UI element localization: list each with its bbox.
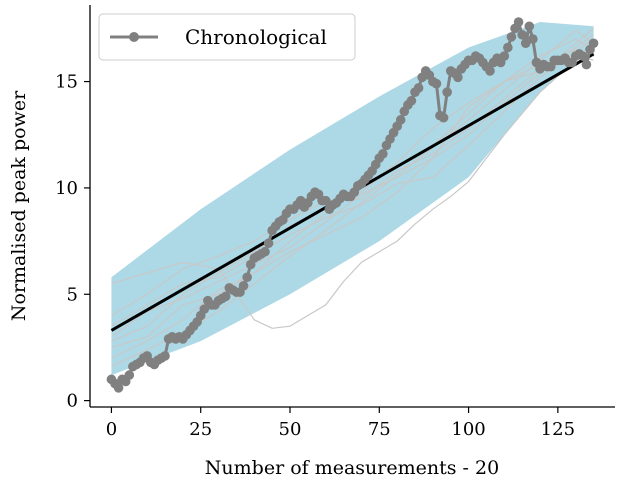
data-point: [220, 291, 231, 302]
data-point: [320, 195, 331, 206]
x-tick-label: 100: [451, 419, 485, 440]
other-run-line-4: [111, 53, 594, 317]
data-point: [238, 280, 249, 291]
y-tick-label: 10: [55, 178, 78, 199]
x-tick-label: 50: [279, 419, 302, 440]
y-tick-label: 15: [55, 72, 78, 93]
y-tick-label: 0: [67, 391, 78, 412]
plot-area: [106, 17, 599, 393]
data-point: [160, 351, 170, 361]
data-point: [517, 29, 527, 40]
data-point: [499, 51, 510, 61]
data-point: [442, 87, 452, 98]
data-point: [378, 149, 388, 159]
legend: Chronological: [98, 13, 356, 61]
data-point: [485, 66, 495, 76]
data-point: [578, 51, 588, 61]
legend-marker-chronological: [129, 32, 139, 42]
data-point: [513, 17, 524, 27]
data-point: [588, 38, 599, 49]
other-run-line-7: [111, 27, 594, 338]
data-point: [581, 59, 592, 70]
data-point: [524, 21, 535, 32]
other-run-line-8: [111, 49, 594, 349]
axes: [89, 5, 615, 408]
x-tick-label: 75: [368, 419, 391, 440]
data-point: [124, 370, 135, 380]
data-point: [503, 42, 513, 53]
x-tick-label: 25: [189, 419, 212, 440]
data-point: [242, 272, 252, 283]
data-point: [263, 238, 274, 249]
x-tick-label: 0: [106, 419, 117, 440]
data-point: [406, 95, 417, 106]
data-point: [506, 32, 517, 42]
data-point: [528, 34, 538, 44]
data-point: [438, 112, 449, 123]
other-run-line-2: [111, 34, 594, 342]
legend-label-chronological: Chronological: [185, 25, 327, 49]
data-point: [453, 72, 463, 83]
y-tick-label: 5: [67, 284, 78, 305]
ticks: 0 25 50 75 100 125 0 5 10 15: [55, 72, 575, 440]
data-point: [431, 78, 442, 89]
data-point: [260, 246, 270, 257]
x-tick-label: 125: [541, 419, 575, 440]
data-point: [395, 115, 406, 125]
legend-box: [98, 13, 356, 61]
x-axis-label: Number of measurements - 20: [205, 457, 499, 479]
data-point: [413, 83, 424, 93]
data-point: [199, 304, 210, 314]
data-point: [113, 383, 124, 393]
y-axis-label: Normalised peak power: [8, 90, 30, 321]
other-run-line-1: [111, 49, 594, 329]
data-point: [520, 38, 531, 49]
